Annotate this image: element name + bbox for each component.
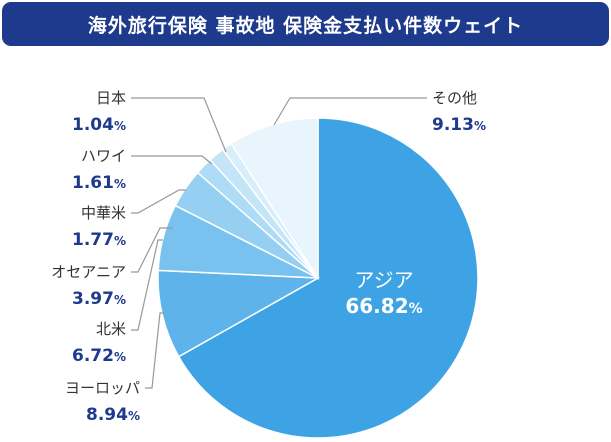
leader-line: [131, 227, 173, 273]
slice-label: ヨーロッパ: [65, 379, 140, 397]
slice-label: その他: [432, 89, 477, 107]
pie-slice: [230, 117, 319, 281]
slice-label: 日本: [96, 89, 126, 107]
leader-line: [131, 189, 186, 214]
slice-value-label: 6.72%: [72, 346, 126, 366]
slice-label: アジア: [354, 268, 413, 292]
slice-value-label: 8.94%: [86, 405, 140, 425]
slice-value-label: 1.04%: [72, 115, 126, 135]
slice-value-label: 1.61%: [72, 173, 126, 193]
leader-line: [131, 239, 163, 331]
pie-slice: [157, 269, 321, 358]
slice-value-label: 3.97%: [72, 289, 126, 309]
pie-slice: [177, 117, 479, 439]
slice-label: 中華米: [81, 204, 126, 222]
leader-line: [145, 312, 165, 389]
slice-value-label: 66.82%: [345, 294, 422, 318]
leader-line: [131, 155, 213, 165]
chart-title-bar: 海外旅行保険 事故地 保険金支払い件数ウェイト: [2, 2, 609, 46]
chart-title: 海外旅行保険 事故地 保険金支払い件数ウェイト: [87, 14, 524, 37]
slice-label: 北米: [96, 320, 126, 338]
slice-label: ハワイ: [81, 147, 126, 165]
leader-line: [131, 97, 227, 153]
leader-line: [273, 97, 427, 126]
slice-label: オセアニア: [51, 263, 126, 281]
slice-value-label: 9.13%: [432, 115, 486, 135]
slice-value-label: 1.77%: [72, 230, 126, 250]
